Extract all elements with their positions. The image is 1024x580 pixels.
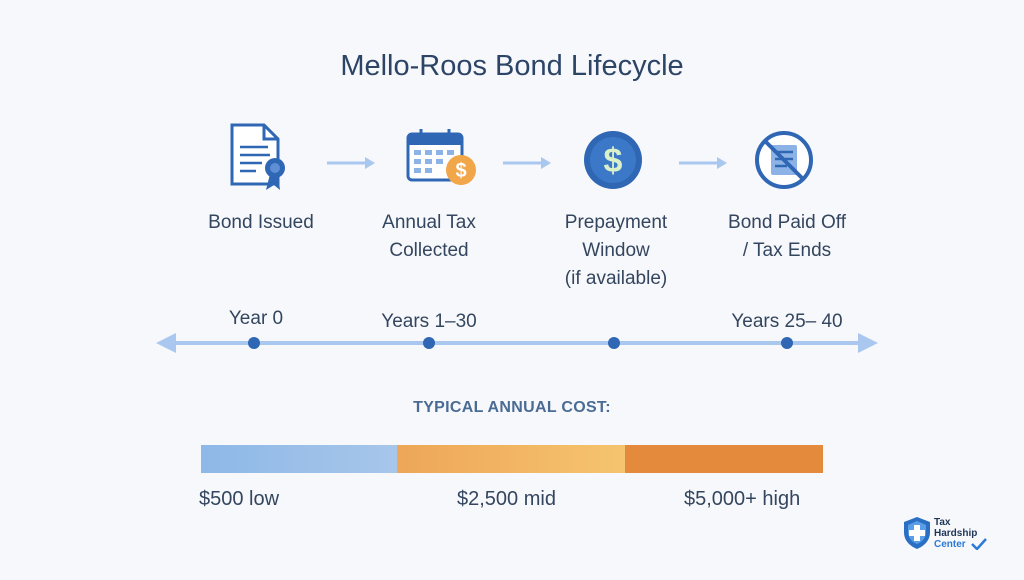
flow-arrow: [679, 157, 727, 169]
tax-hardship-center-logo: Tax Hardship Center: [903, 516, 993, 552]
calendar-dollar-icon: $: [406, 129, 476, 185]
step-label-bond-issued: Bond Issued: [208, 212, 314, 233]
cost-heading: TYPICAL ANNUAL COST:: [413, 399, 611, 416]
cost-bar-low-segment: [201, 445, 397, 473]
timeline-dot: [781, 337, 793, 349]
svg-text:$: $: [455, 160, 466, 182]
cost-bar-mid-segment: [397, 445, 625, 473]
step-label-annual-tax: Annual Tax Collected: [382, 212, 476, 261]
step-label-prepayment: Prepayment Window (if available): [564, 212, 668, 289]
year-label-1-30: Years 1–30: [381, 311, 477, 332]
shield-icon: [904, 517, 930, 549]
flow-arrow: [327, 157, 375, 169]
year-label-25-40: Years 25– 40: [731, 311, 843, 332]
timeline-dot: [423, 337, 435, 349]
logo-text: Tax Hardship Center: [934, 517, 978, 550]
flow-arrow: [503, 157, 551, 169]
timeline-dot: [608, 337, 620, 349]
step-label-bond-paid-off: Bond Paid Off / Tax Ends: [728, 212, 846, 261]
year-label-0: Year 0: [228, 308, 284, 329]
diagram-title: Mello-Roos Bond Lifecycle: [340, 50, 684, 82]
no-document-icon: [755, 131, 813, 189]
checkmark-icon: [971, 538, 987, 550]
dollar-coin-icon: $: [584, 131, 642, 189]
cost-label-mid: $2,500 mid: [457, 488, 556, 510]
cost-bar-high-segment: [625, 445, 823, 473]
certificate-icon: [230, 123, 285, 190]
cost-bar: [201, 445, 823, 473]
cost-label-low: $500 low: [199, 488, 280, 510]
cost-label-high: $5,000+ high: [684, 488, 801, 510]
svg-text:$: $: [604, 142, 623, 180]
timeline-dot: [248, 337, 260, 349]
